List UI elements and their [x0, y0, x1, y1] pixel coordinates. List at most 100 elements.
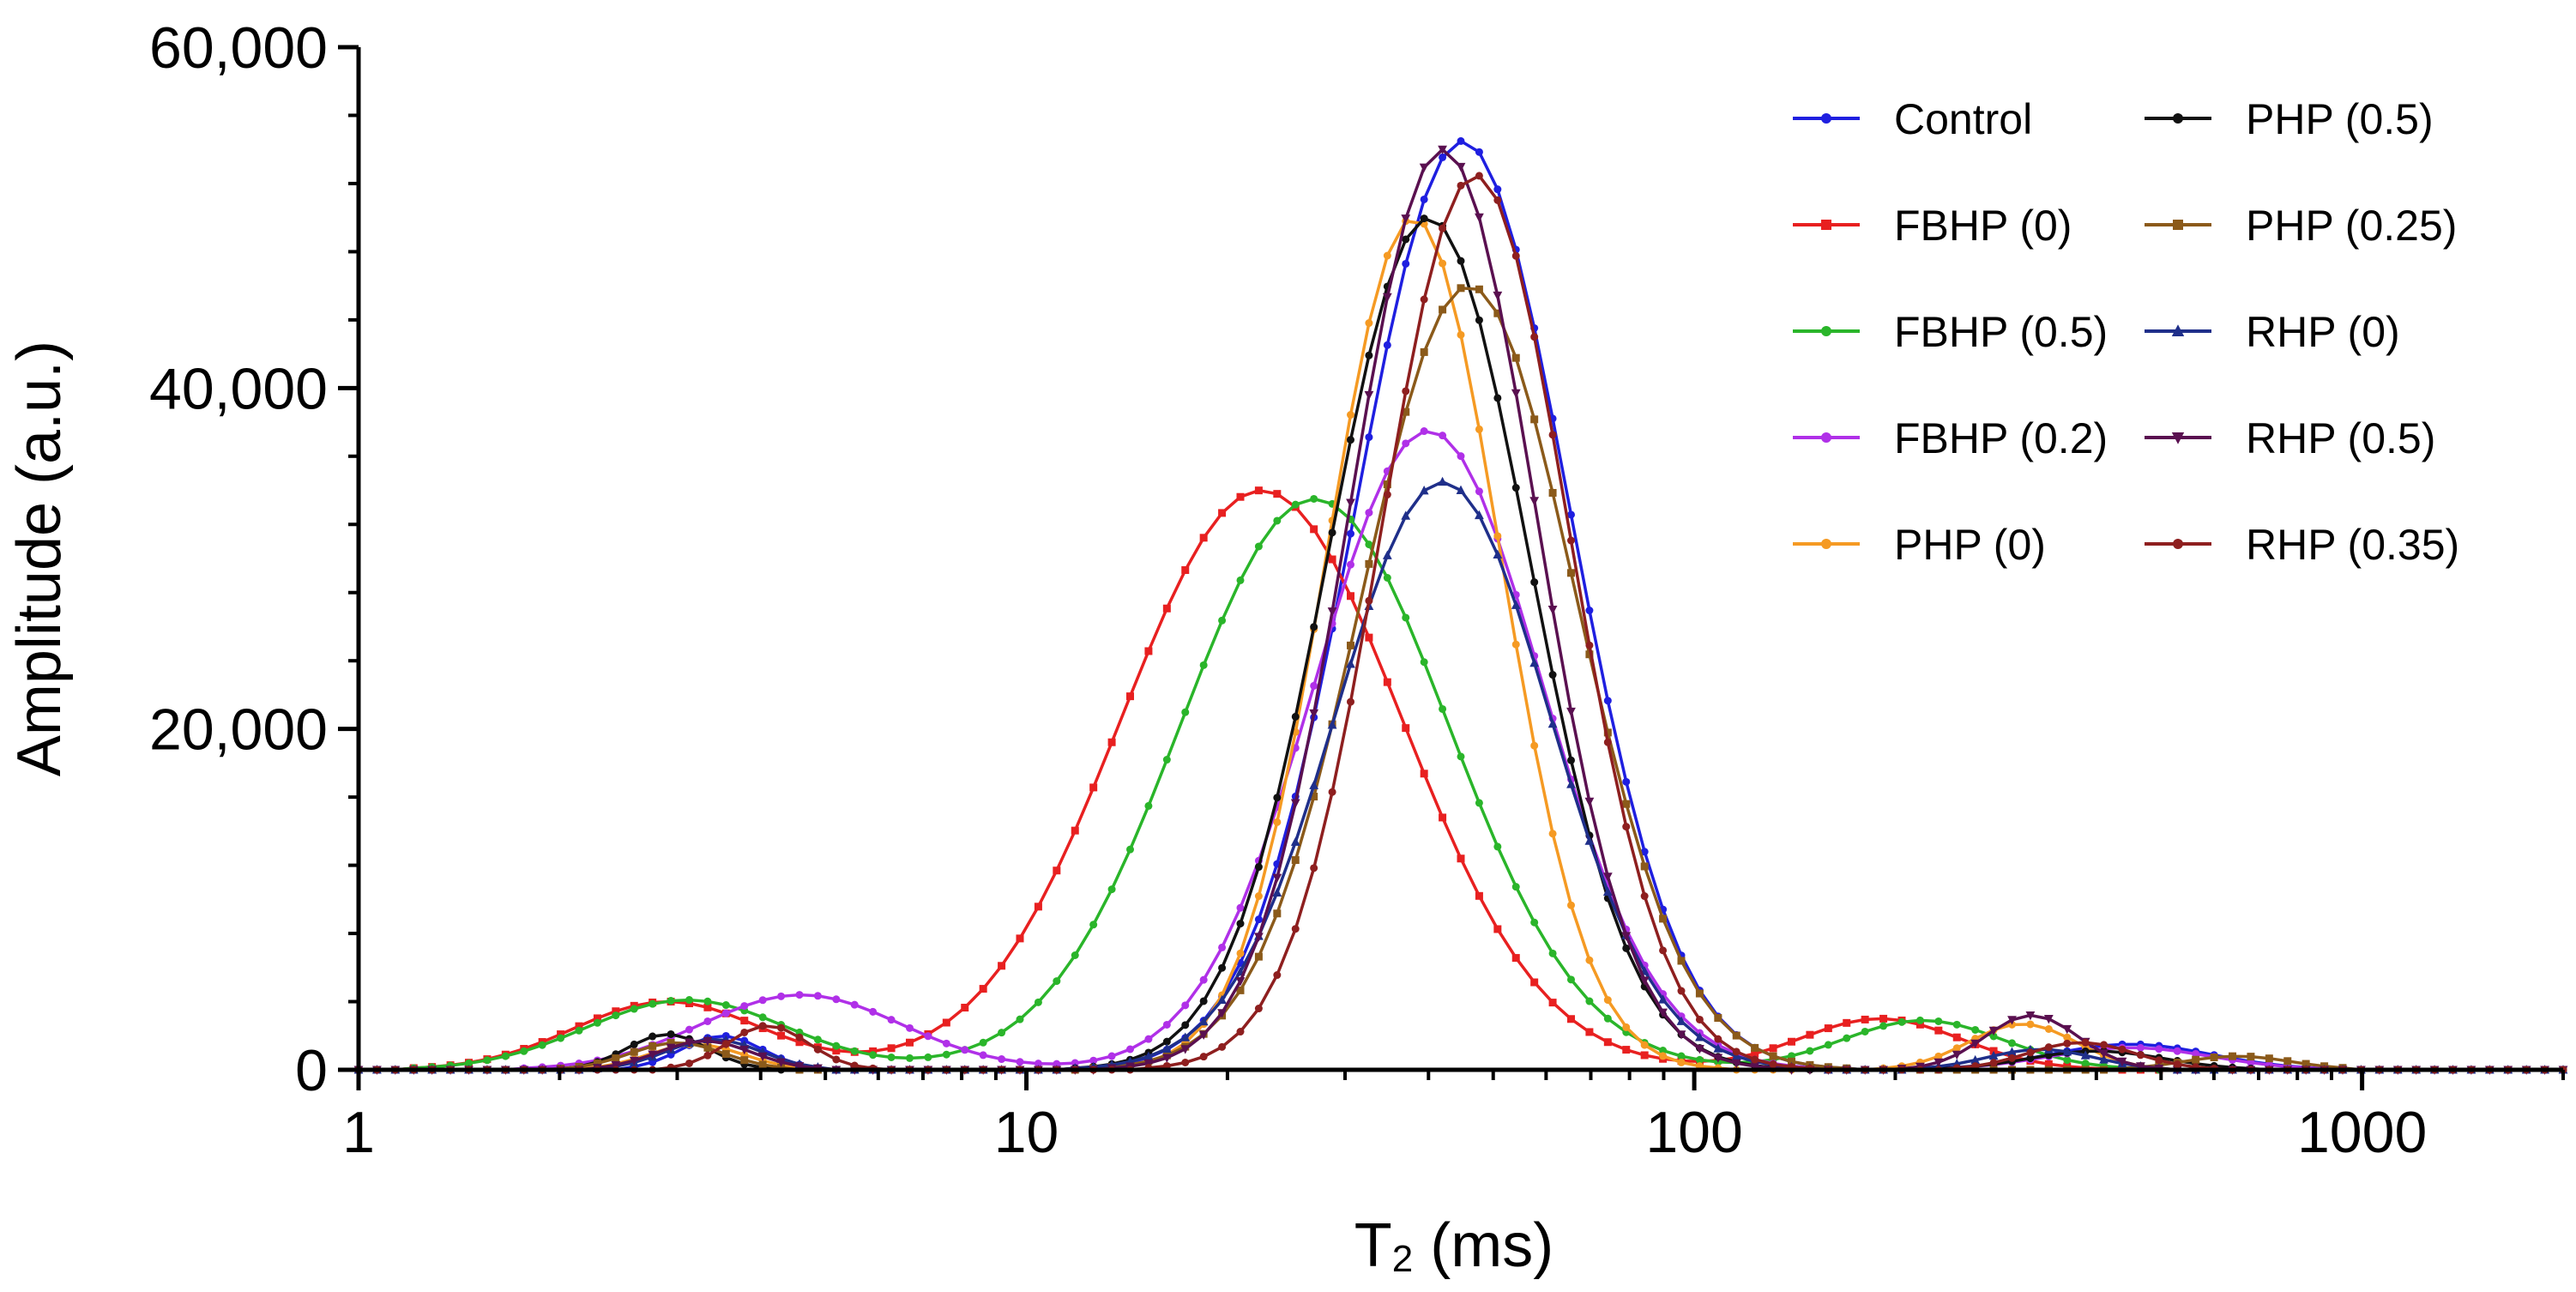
- data-point: [1769, 1044, 1777, 1053]
- data-point: [832, 1047, 841, 1055]
- data-point: [1034, 998, 1042, 1006]
- data-point: [1327, 720, 1337, 729]
- data-point: [630, 1005, 638, 1013]
- data-point: [1143, 1059, 1154, 1069]
- data-point: [1548, 671, 1557, 679]
- data-point: [979, 985, 987, 993]
- data-point: [2063, 1033, 2072, 1041]
- data-point: [1640, 862, 1649, 871]
- data-point: [1475, 487, 1483, 496]
- data-point: [1750, 1062, 1760, 1072]
- data-point: [1309, 709, 1319, 719]
- data-point: [1567, 975, 1575, 984]
- data-point: [1254, 892, 1263, 901]
- x-axis-title-unit: (ms): [1413, 1211, 1553, 1280]
- data-point: [1401, 214, 1411, 224]
- data-point: [1439, 813, 1447, 822]
- y-tick-label: 60,000: [149, 15, 328, 81]
- data-point: [1824, 1041, 1832, 1049]
- x-axis-title: T2 (ms): [1354, 1211, 1553, 1280]
- data-point: [1475, 425, 1483, 433]
- data-point: [2155, 1045, 2163, 1054]
- data-point: [1365, 509, 1373, 517]
- data-point: [1566, 707, 1576, 717]
- data-point: [2007, 1047, 2017, 1056]
- data-point: [740, 1002, 749, 1011]
- data-point: [1475, 510, 1484, 520]
- data-point: [2062, 1047, 2072, 1056]
- data-point: [1254, 952, 1263, 961]
- data-point: [850, 1047, 859, 1055]
- data-point: [2247, 1059, 2255, 1067]
- data-point: [667, 1039, 675, 1047]
- data-point: [1731, 1059, 1741, 1069]
- data-point: [1309, 780, 1319, 789]
- data-point: [1934, 1052, 1943, 1060]
- data-point: [612, 1054, 620, 1063]
- data-point: [2173, 113, 2183, 124]
- data-point: [924, 1032, 932, 1041]
- data-point: [1347, 529, 1354, 538]
- data-point: [1310, 494, 1318, 503]
- data-point: [2044, 1043, 2053, 1052]
- data-point: [1567, 756, 1575, 764]
- data-point: [942, 1018, 950, 1027]
- data-point: [1511, 251, 1520, 260]
- data-point: [501, 1052, 510, 1060]
- data-point: [703, 1036, 713, 1047]
- data-point: [1915, 1016, 1924, 1024]
- data-point: [1511, 389, 1521, 399]
- data-point: [1695, 1044, 1704, 1054]
- data-point: [1456, 162, 1466, 172]
- data-point: [1934, 1026, 1943, 1035]
- data-point: [2136, 1062, 2145, 1072]
- data-point: [1622, 1046, 1631, 1054]
- data-point: [1493, 185, 1502, 194]
- data-point: [1529, 497, 1540, 506]
- data-point: [1751, 1043, 1759, 1052]
- data-point: [1347, 560, 1354, 569]
- data-point: [758, 1013, 767, 1022]
- data-point: [1567, 1015, 1575, 1023]
- data-point: [1457, 257, 1465, 265]
- data-point: [685, 1025, 693, 1034]
- data-point: [1603, 728, 1612, 737]
- data-point: [2100, 1041, 2108, 1049]
- data-point: [2099, 1054, 2108, 1064]
- data-point: [1676, 1030, 1686, 1040]
- data-point: [795, 991, 804, 999]
- data-point: [850, 1000, 859, 1009]
- data-point: [1566, 779, 1576, 788]
- data-point: [924, 1053, 932, 1061]
- data-point: [1162, 1020, 1171, 1029]
- data-point: [1290, 799, 1300, 808]
- data-point: [1677, 957, 1686, 965]
- data-point: [1457, 284, 1465, 293]
- data-point: [1658, 1008, 1668, 1018]
- data-point: [685, 1059, 693, 1067]
- data-point: [1273, 818, 1282, 826]
- data-point: [1695, 1055, 1704, 1064]
- data-point: [1107, 738, 1116, 746]
- data-point: [1677, 1052, 1686, 1060]
- data-point: [1806, 1030, 1814, 1039]
- data-point: [1162, 1037, 1171, 1046]
- data-point: [1547, 605, 1558, 615]
- data-point: [1511, 484, 1520, 492]
- data-point: [1402, 259, 1410, 268]
- data-point: [2173, 220, 2183, 230]
- data-point: [1769, 1052, 1777, 1060]
- data-point: [2173, 1060, 2181, 1069]
- data-point: [1548, 949, 1557, 957]
- data-point: [1915, 1020, 1924, 1029]
- data-point: [1365, 596, 1373, 605]
- data-point: [1420, 347, 1428, 356]
- data-point: [2302, 1060, 2310, 1068]
- data-point: [2008, 1039, 2016, 1047]
- legend: Control FBHP (0) FBHP (0.5) FBHP (0.2) PHP (…: [1793, 95, 2459, 569]
- data-point: [1126, 692, 1134, 701]
- data-point: [1310, 681, 1318, 690]
- data-point: [1548, 488, 1557, 497]
- data-point: [1236, 492, 1245, 501]
- data-point: [2210, 1054, 2218, 1062]
